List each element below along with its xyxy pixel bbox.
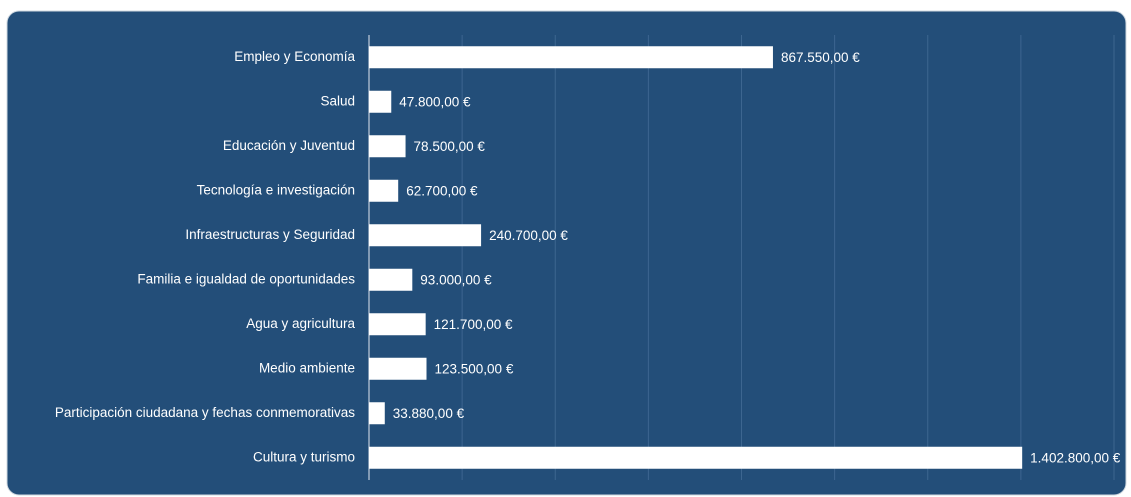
category-label: Empleo y Economía [234, 49, 355, 64]
category-label: Medio ambiente [259, 360, 355, 375]
value-label: 33.880,00 € [393, 406, 465, 421]
category-label: Agua y agricultura [246, 316, 355, 331]
bar [369, 357, 427, 380]
category-label: Infraestructuras y Seguridad [185, 227, 355, 242]
bar [369, 224, 482, 247]
value-label: 62.700,00 € [406, 183, 478, 198]
bar [369, 313, 426, 336]
bar [369, 135, 406, 158]
bar [369, 179, 399, 202]
bar [369, 402, 385, 425]
bar [369, 446, 1023, 469]
value-label: 240.700,00 € [489, 228, 568, 243]
bar [369, 46, 773, 69]
category-label: Participación ciudadana y fechas conmemo… [55, 405, 355, 420]
category-label: Salud [320, 93, 355, 108]
value-label: 1.402.800,00 € [1030, 450, 1121, 465]
value-label: 93.000,00 € [420, 272, 492, 287]
bar [369, 90, 392, 113]
value-label: 47.800,00 € [399, 94, 471, 109]
category-label: Familia e igualdad de oportunidades [137, 271, 355, 286]
value-label: 78.500,00 € [414, 139, 486, 154]
value-label: 121.700,00 € [434, 317, 513, 332]
value-label: 867.550,00 € [781, 50, 860, 65]
chart-background [6, 10, 1127, 496]
category-label: Tecnología e investigación [197, 182, 355, 197]
category-label: Cultura y turismo [253, 449, 355, 464]
bar [369, 268, 413, 291]
value-label: 123.500,00 € [435, 361, 514, 376]
category-label: Educación y Juventud [223, 138, 355, 153]
